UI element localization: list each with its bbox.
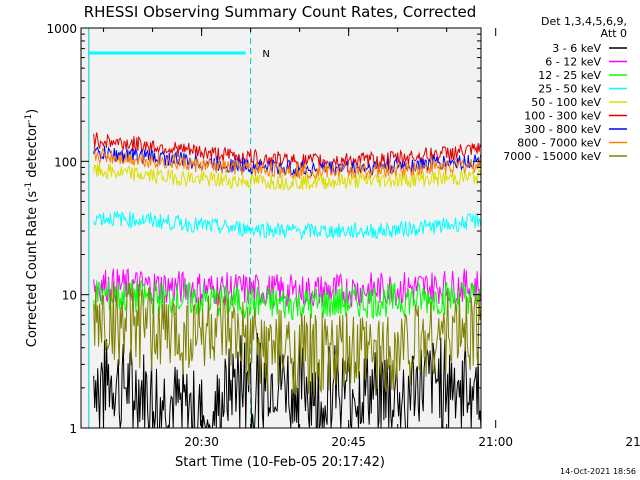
plot-frame (80, 27, 482, 429)
night-label: N (262, 49, 269, 60)
legend-label: 300 - 800 keV (524, 123, 601, 136)
series-line-6 (93, 145, 481, 177)
y-axis-label: Corrected Count Rate (s-1 detector-1) (24, 109, 40, 347)
y-label-sup-1: -1 (24, 182, 34, 191)
series-lines (93, 132, 481, 428)
legend-label: 3 - 6 keV (552, 42, 601, 55)
y-tick-label: 1 (69, 422, 77, 436)
series-line-7 (93, 147, 481, 180)
legend-header-line-0: Det 1,3,4,5,6,9, (541, 15, 627, 28)
series-line-4 (93, 163, 481, 192)
legend-label: 100 - 300 keV (524, 110, 601, 123)
legend-label: 7000 - 15000 keV (503, 150, 601, 163)
series-line-0 (93, 332, 481, 428)
x-tick-label: 20:30 (184, 435, 219, 449)
generation-timestamp: 14-Oct-2021 18:56 (560, 467, 636, 476)
x-tick-label: 21:15 (625, 435, 640, 449)
legend-label: 12 - 25 keV (538, 69, 601, 82)
x-axis-label: Start Time (10-Feb-05 20:17:42) (175, 455, 385, 470)
y-label-mid: detector (25, 122, 40, 182)
chart-title: RHESSI Observing Summary Count Rates, Co… (84, 3, 477, 21)
series-line-1 (93, 268, 481, 310)
y-tick-label: 10 (62, 289, 77, 303)
series-line-8 (93, 281, 481, 397)
y-label-main: Corrected Count Rate (s (25, 191, 40, 348)
series-line-2 (93, 278, 481, 321)
y-tick-label: 100 (54, 155, 77, 169)
legend-label: 800 - 7000 keV (517, 137, 601, 150)
legend-header-line-1: Att 0 (601, 27, 627, 40)
night-saa-annotations (88, 28, 252, 428)
series-line-3 (93, 211, 481, 241)
legend-label: 50 - 100 keV (531, 96, 601, 109)
y-axis: 1 10 100 1000 (46, 22, 481, 436)
y-label-sup-2: -1 (24, 114, 34, 123)
legend-label: 25 - 50 keV (538, 83, 601, 96)
y-tick-label: 1000 (46, 22, 77, 36)
x-tick-label: 21:00 (478, 435, 513, 449)
legend-label: 6 - 12 keV (545, 56, 601, 69)
y-label-end: ) (25, 109, 40, 114)
x-tick-label: 20:45 (331, 435, 366, 449)
